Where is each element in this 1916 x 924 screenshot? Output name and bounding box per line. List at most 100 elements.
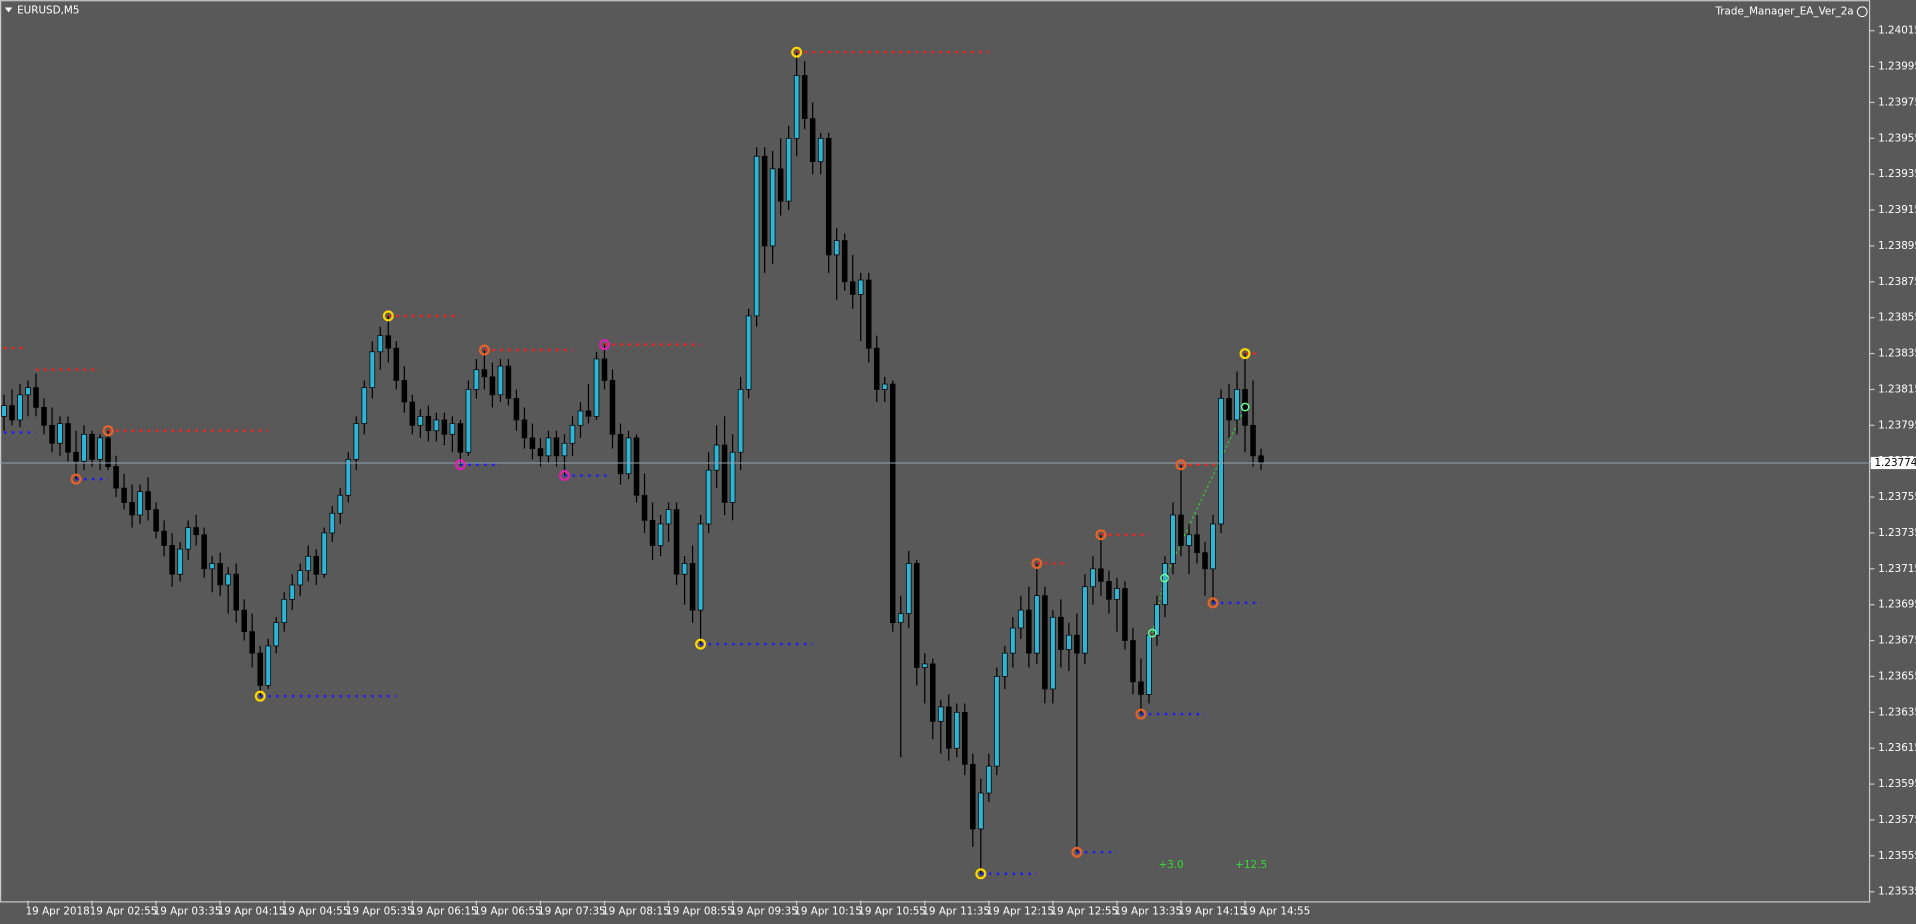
candle-body	[209, 563, 215, 570]
candle-body	[841, 240, 848, 283]
x-tick-label: 19 Apr 13:35	[1114, 906, 1182, 918]
candle-body	[617, 433, 624, 475]
candle-body	[73, 451, 79, 462]
candle-body	[777, 168, 784, 202]
candle-body	[1146, 634, 1152, 695]
candle-body	[137, 491, 143, 516]
candle-body	[113, 466, 119, 489]
candle-body	[697, 523, 704, 611]
swing-point	[254, 690, 266, 702]
candle-body	[577, 410, 584, 426]
candle-body	[649, 520, 656, 546]
candle-body	[313, 555, 320, 575]
candle-body	[713, 444, 720, 471]
y-tick-label: 1.23995	[1878, 61, 1916, 73]
candle-body	[65, 423, 71, 453]
trade-marker	[1160, 573, 1169, 583]
candle-body	[241, 609, 247, 632]
swing-point	[478, 344, 490, 356]
x-tick-label: 19 Apr 09:35	[730, 906, 798, 918]
ea-icon	[1856, 6, 1868, 18]
swing-point	[1071, 846, 1083, 858]
candle-body	[1226, 398, 1232, 421]
x-tick-label: 19 Apr 2018	[26, 906, 90, 918]
y-tick-label: 1.23795	[1878, 419, 1916, 431]
candle-body	[1130, 640, 1136, 683]
y-tick-label: 1.23695	[1878, 599, 1916, 611]
candle-body	[978, 792, 984, 830]
candle-body	[177, 548, 183, 575]
candle-body	[545, 437, 552, 457]
candle-body	[729, 451, 736, 503]
swing-point	[1031, 557, 1043, 569]
x-tick-label: 19 Apr 02:55	[90, 906, 158, 918]
candle-body	[129, 502, 135, 516]
plot	[1, 50, 1264, 875]
candle-body	[393, 347, 400, 381]
x-tick-label: 19 Apr 06:15	[410, 906, 478, 918]
y-tick-label: 1.23615	[1878, 742, 1916, 754]
candle-body	[217, 563, 223, 586]
candle-body	[497, 365, 504, 396]
candle-body	[145, 491, 151, 510]
candle-body	[1178, 514, 1184, 546]
candle-body	[1, 405, 7, 417]
symbol-label: EURUSD,M5	[17, 4, 79, 16]
x-tick-label: 19 Apr 08:55	[666, 906, 734, 918]
y-tick-label: 1.23935	[1878, 168, 1916, 180]
y-tick-label: 1.23555	[1878, 850, 1916, 862]
x-tick-label: 19 Apr 11:35	[922, 906, 990, 918]
candle-body	[249, 631, 255, 654]
candle-body	[922, 663, 928, 668]
swing-point	[1095, 529, 1107, 541]
candle-body	[361, 387, 368, 424]
x-tick-label: 19 Apr 07:35	[538, 906, 606, 918]
candle-body	[673, 509, 680, 575]
candle-body	[785, 137, 792, 202]
candle-body	[513, 398, 520, 421]
candle-body	[1162, 563, 1168, 606]
swing-point	[1239, 348, 1251, 360]
candle-body	[193, 527, 199, 536]
candle-body	[417, 415, 424, 426]
candle-body	[121, 487, 127, 503]
x-tick-label: 19 Apr 12:15	[986, 906, 1054, 918]
candle-body	[433, 419, 440, 432]
candle-body	[1218, 398, 1224, 525]
candle-body	[833, 240, 840, 256]
candle-body	[1098, 568, 1104, 582]
candle-body	[657, 523, 664, 546]
candle-body	[81, 433, 87, 462]
candle-body	[889, 383, 896, 624]
y-tick-label: 1.23895	[1878, 240, 1916, 252]
swing-point	[599, 339, 611, 351]
candle-body	[1082, 586, 1088, 654]
candle-body	[665, 509, 672, 525]
candle-body	[385, 335, 392, 349]
y-tick-label: 1.23755	[1878, 491, 1916, 503]
candle-body	[954, 711, 960, 749]
candle-body	[481, 369, 488, 378]
candle-body	[881, 383, 888, 390]
candle-body	[1090, 568, 1096, 588]
candle-body	[1138, 681, 1144, 695]
candle-body	[745, 315, 752, 390]
candle-body	[689, 563, 696, 611]
candle-body	[1114, 588, 1120, 600]
candle-body	[369, 351, 376, 389]
candle-body	[449, 423, 456, 435]
y-tick-label: 1.23735	[1878, 527, 1916, 539]
candle-body	[1154, 604, 1160, 636]
candle-body	[553, 437, 560, 457]
swing-point	[975, 868, 987, 880]
candle-body	[441, 419, 448, 435]
y-tick-label: 1.23855	[1878, 312, 1916, 324]
menu-icon[interactable]	[4, 7, 13, 13]
candle-body	[561, 442, 568, 457]
candle-body	[185, 527, 191, 550]
candle-body	[946, 706, 952, 749]
candle-body	[233, 573, 239, 611]
trade-marker	[1147, 628, 1157, 638]
